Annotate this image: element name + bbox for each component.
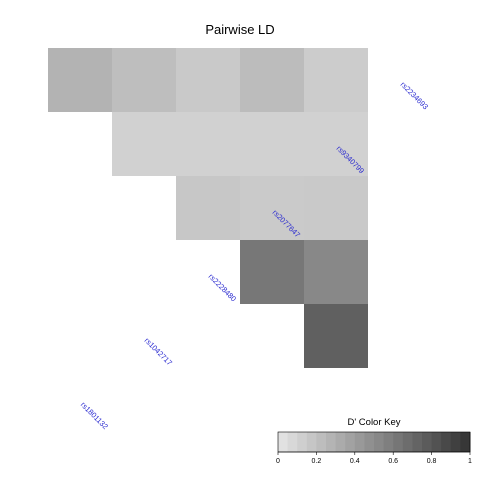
- snp-label-rs1801132: rs1801132: [79, 400, 110, 431]
- color-key-tick-label: 0.4: [350, 458, 360, 465]
- color-key-swatch: [441, 432, 452, 452]
- color-key-title: D' Color Key: [347, 417, 401, 428]
- color-key-swatch: [287, 432, 298, 452]
- ld-cell-rs1042717-rs2077647: [176, 112, 240, 176]
- color-key-swatch: [422, 432, 433, 452]
- color-key-swatch: [297, 432, 308, 452]
- snp-label-rs1042717: rs1042717: [143, 336, 174, 367]
- color-key-tick-label: 0.6: [388, 458, 398, 465]
- color-key-swatch: [450, 432, 461, 452]
- color-key-swatch: [460, 432, 471, 452]
- heatmap-cells: [48, 48, 368, 368]
- color-key-swatch: [278, 432, 289, 452]
- color-key-swatch: [374, 432, 385, 452]
- ld-cell-rs2228480-rs2234693: [304, 176, 368, 240]
- color-key-swatch: [335, 432, 346, 452]
- ld-cell-rs2228480-rs2077647: [176, 176, 240, 240]
- chart-title: Pairwise LD: [205, 22, 275, 37]
- color-key-tick-label: 0.2: [312, 458, 322, 465]
- color-key-swatch: [431, 432, 442, 452]
- ld-cell-rs1801132-rs2234693: [304, 48, 368, 112]
- color-key: 0 0.2 0.4 0.6 0.8 1: [276, 431, 472, 465]
- color-key-swatch: [316, 432, 327, 452]
- ld-cell-rs1042717-rs2228480: [112, 112, 176, 176]
- color-key-swatch: [383, 432, 394, 452]
- color-key-swatch: [354, 432, 365, 452]
- ld-cell-rs9340799-rs2234693: [304, 304, 368, 368]
- ld-cell-rs2228480-rs9340799: [240, 176, 304, 240]
- color-key-swatch: [364, 432, 375, 452]
- color-key-swatch: [393, 432, 404, 452]
- color-key-swatch: [306, 432, 317, 452]
- ld-cell-rs1042717-rs9340799: [240, 112, 304, 176]
- ld-cell-rs1801132-rs9340799: [240, 48, 304, 112]
- color-key-swatch: [402, 432, 413, 452]
- color-key-tick-label: 1: [468, 458, 472, 465]
- color-key-swatch: [345, 432, 356, 452]
- color-key-swatch: [326, 432, 337, 452]
- snp-label-rs2234693: rs2234693: [399, 80, 430, 111]
- ld-cell-rs2077647-rs2234693: [304, 240, 368, 304]
- ld-cell-rs1042717-rs2234693: [304, 112, 368, 176]
- color-key-tick-label: 0: [276, 458, 280, 465]
- ld-cell-rs1801132-rs2077647: [176, 48, 240, 112]
- ld-cell-rs1801132-rs1042717: [48, 48, 112, 112]
- ld-cell-rs1801132-rs2228480: [112, 48, 176, 112]
- ld-cell-rs2077647-rs9340799: [240, 240, 304, 304]
- color-key-swatch: [412, 432, 423, 452]
- color-key-tick-label: 0.8: [427, 458, 437, 465]
- snp-label-rs2228480: rs2228480: [207, 272, 238, 303]
